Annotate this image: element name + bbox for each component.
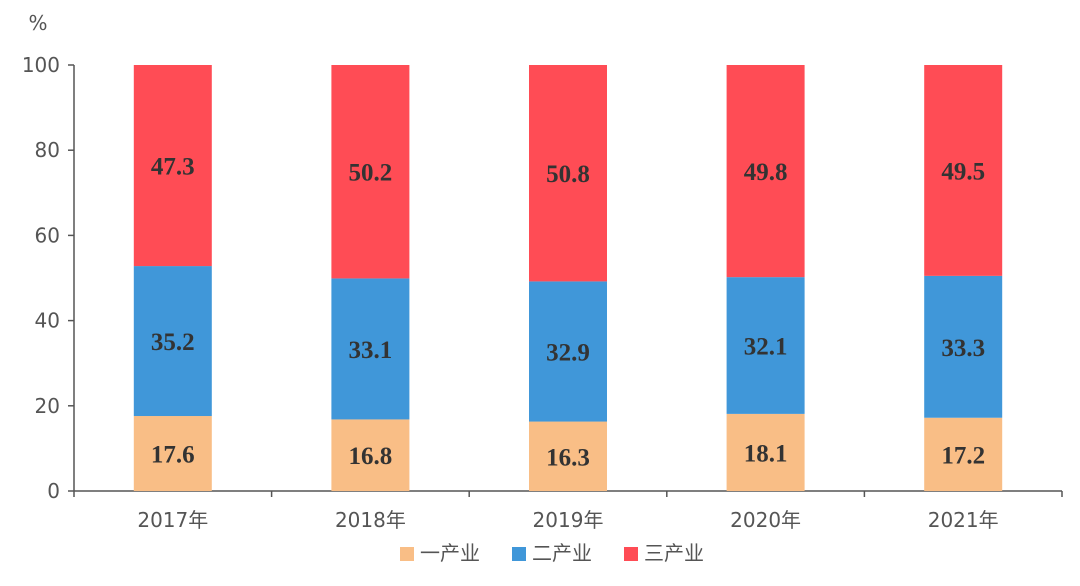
bar-value-label: 16.3 [546, 444, 590, 471]
bar-segment [133, 416, 212, 491]
legend-swatch [512, 547, 526, 561]
bar-value-label: 32.1 [744, 334, 788, 361]
y-tick-label: 40 [35, 309, 60, 333]
bars [133, 65, 1003, 491]
bar-value-label: 50.2 [349, 160, 393, 187]
bar-segment [726, 277, 805, 414]
x-tick-label: 2021年 [928, 508, 999, 532]
axes: 0 20 40 60 80 100 2017年 2018年 2019年 2020年 2021年 [22, 53, 1063, 532]
y-tick-label: 80 [35, 138, 60, 162]
legend: 一产业 二产业 三产业 [400, 541, 704, 565]
bar-segment [726, 65, 805, 278]
y-tick-label: 60 [35, 223, 60, 247]
bar-segment [924, 275, 1003, 418]
legend-label: 二产业 [532, 541, 592, 565]
y-tick-label: 0 [47, 479, 60, 503]
bar-value-label: 35.2 [151, 329, 195, 356]
legend-label: 三产业 [644, 541, 704, 565]
bar-value-label: 33.3 [941, 335, 985, 362]
bar-segment [331, 419, 410, 491]
bar-segment [529, 65, 607, 282]
bar-value-label: 16.8 [349, 443, 393, 470]
bar-value-label: 32.9 [546, 339, 590, 366]
bar-value-label: 33.1 [349, 337, 393, 364]
bar-segment [924, 417, 1003, 491]
x-tick-label: 2020年 [730, 508, 801, 532]
bar-value-label: 49.5 [941, 158, 985, 185]
y-tick-label: 100 [22, 53, 60, 77]
bar-segment [726, 413, 805, 491]
y-tick-label: 20 [35, 394, 60, 418]
x-tick-label: 2018年 [335, 508, 406, 532]
legend-swatch [400, 547, 414, 561]
bar-segment [924, 65, 1003, 276]
bar-value-label: 50.8 [546, 161, 590, 188]
bar-segment [133, 266, 212, 417]
y-unit-label: % [28, 11, 47, 35]
bar-segment [529, 421, 607, 491]
bar-value-label: 18.1 [744, 440, 788, 467]
x-tick-label: 2017年 [137, 508, 208, 532]
bar-value-label: 47.3 [151, 154, 195, 181]
legend-label: 一产业 [420, 541, 480, 565]
bar-value-label: 49.8 [744, 159, 788, 186]
legend-swatch [624, 547, 638, 561]
bar-segment [331, 65, 410, 279]
bar-value-label: 17.2 [941, 442, 985, 469]
data-labels: 17.6 35.2 47.3 16.8 33.1 50.2 16.3 32.9 50.8 18.1… [151, 154, 985, 472]
x-tick-label: 2019年 [533, 508, 604, 532]
bar-segment [331, 278, 410, 420]
bar-segment [529, 281, 607, 422]
bar-value-label: 17.6 [151, 442, 195, 469]
bar-segment [133, 65, 212, 267]
